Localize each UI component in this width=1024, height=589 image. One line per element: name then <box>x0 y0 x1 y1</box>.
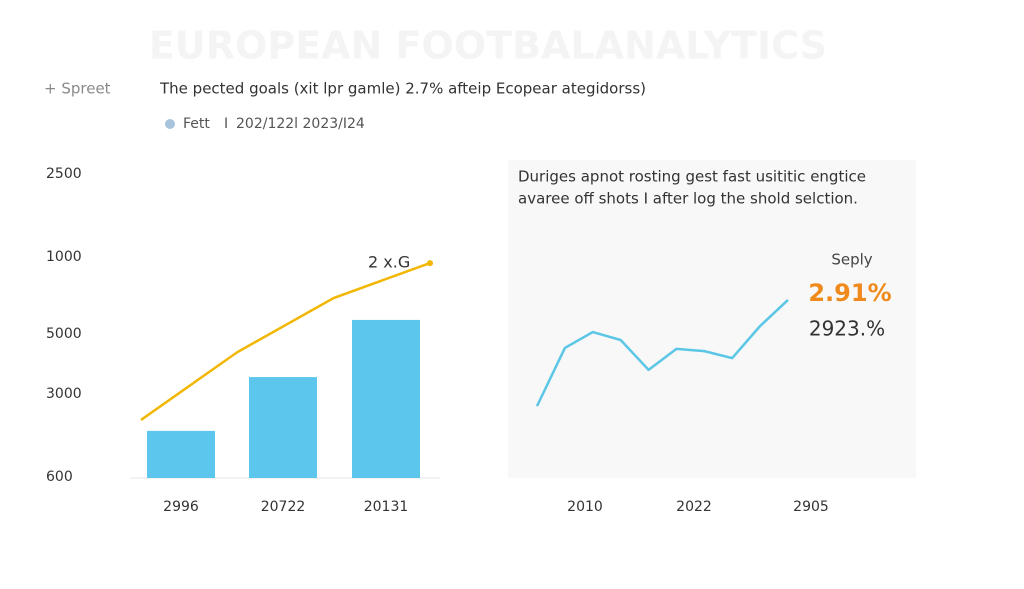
bar <box>352 319 420 478</box>
annotation-label: Seply <box>831 251 872 269</box>
caption: avaree off shots I after log the shold s… <box>518 190 858 208</box>
y-axis-label: 5000 <box>46 326 82 342</box>
legend-dot <box>165 119 175 129</box>
y-axis-label: 2500 <box>46 166 82 182</box>
panel-background <box>508 160 916 478</box>
bar <box>147 430 215 478</box>
annotation-highlight: 2.91% <box>808 279 891 307</box>
x-tick-label: 2996 <box>163 499 199 515</box>
nav-item[interactable]: + Spreet <box>44 80 111 98</box>
x-axis-label: 2010 <box>567 499 603 515</box>
y-axis-label: 600 <box>46 469 73 485</box>
legend-label: Fett <box>183 116 210 132</box>
x-axis-label: 2905 <box>793 499 829 515</box>
season-label: 202/122l 2023/I24 <box>236 116 365 132</box>
line-annotation: 2 x.G <box>368 253 410 272</box>
y-axis-label: 3000 <box>46 386 82 402</box>
x-tick-label: 20722 <box>261 499 306 515</box>
bar <box>249 377 317 478</box>
separator: I <box>224 116 228 132</box>
x-axis-label: 2022 <box>676 499 712 515</box>
y-axis-label: 1000 <box>46 249 82 265</box>
caption: Duriges apnot rosting gest fast usititic… <box>518 168 866 186</box>
trend-line <box>140 261 431 421</box>
faded-title: EUROPEAN FOOTBALANALYTICS <box>149 24 827 68</box>
line <box>535 299 789 407</box>
annotation-secondary: 2923.% <box>809 317 885 341</box>
subtitle: The pected goals (xit lpr gamle) 2.7% af… <box>159 80 646 98</box>
x-tick-label: 20131 <box>364 499 409 515</box>
trend-end <box>427 260 433 267</box>
